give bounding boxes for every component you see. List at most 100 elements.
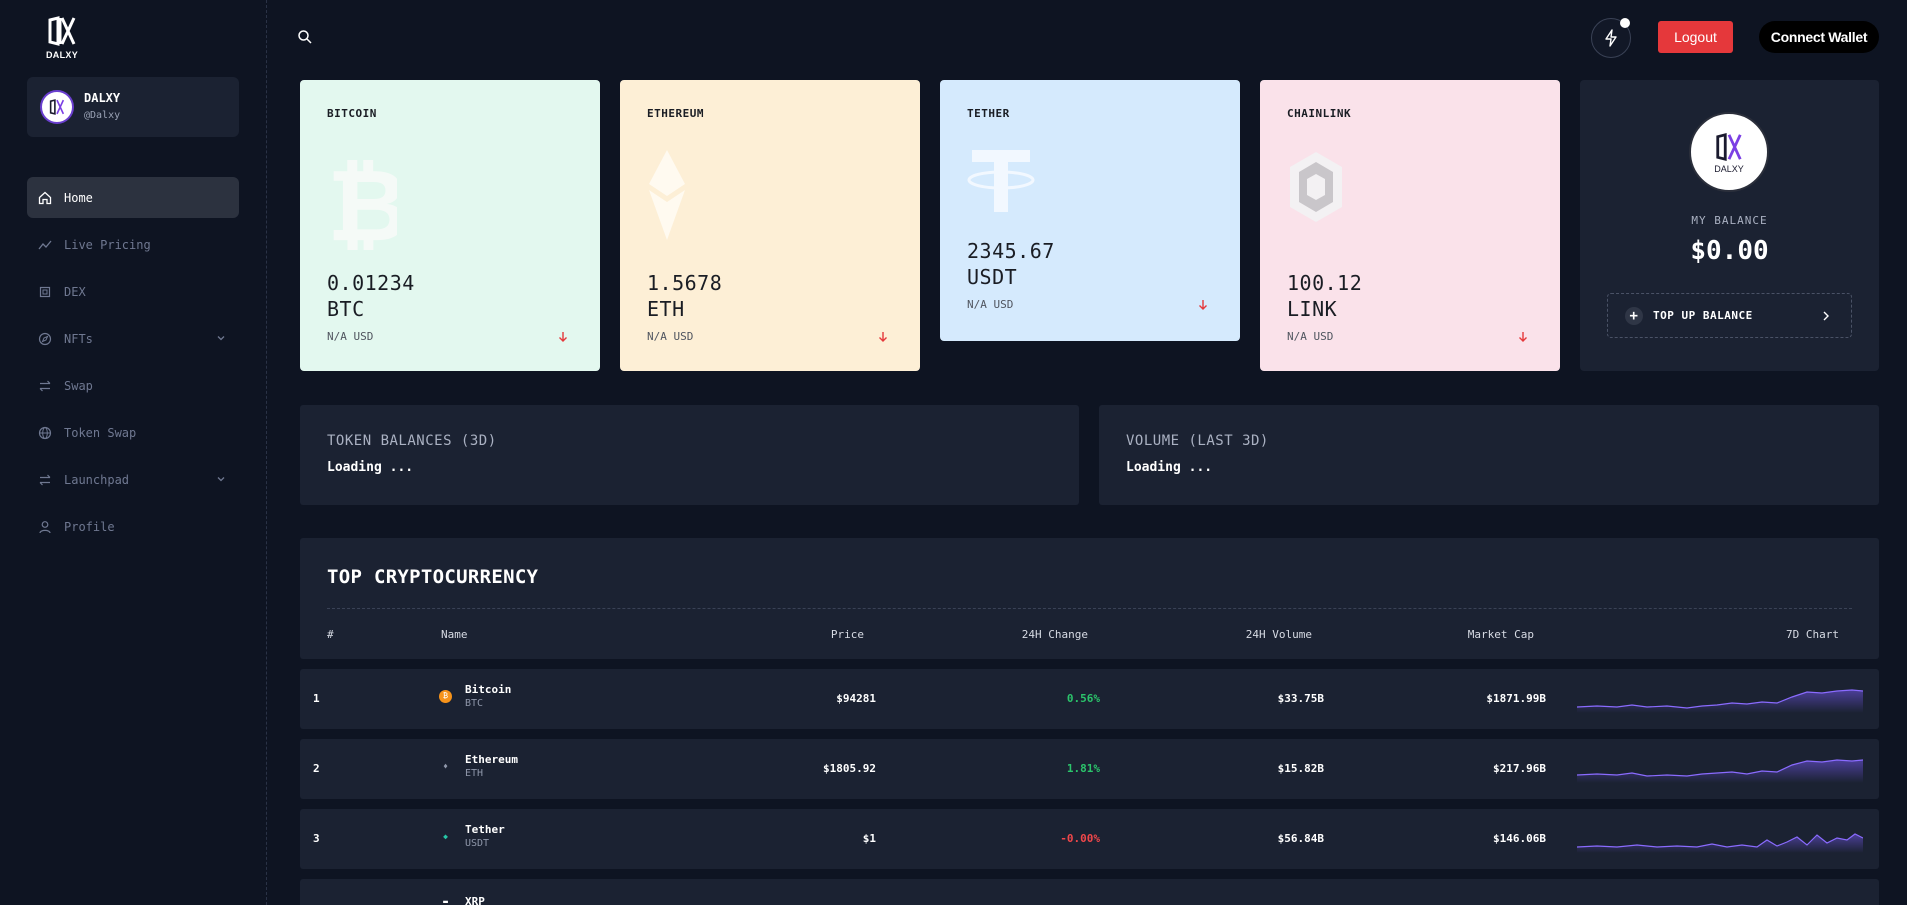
coin-cell: ◆ Tether USDT — [439, 823, 505, 849]
coin-name: CHAINLINK — [1287, 107, 1352, 120]
coin-name: TETHER — [967, 107, 1010, 120]
coin-card-ethereum[interactable]: ETHEREUM 1.5678 ETH N/A USD — [620, 80, 920, 371]
sidebar-item-profile[interactable]: Profile — [27, 506, 239, 547]
sidebar-item-dex[interactable]: DEX — [27, 271, 239, 312]
table-row[interactable]: 3 ◆ Tether USDT $1 -0.00% $56.84B $146.06… — [300, 809, 1879, 869]
sidebar-item-launchpad[interactable]: Launchpad — [27, 459, 239, 500]
coin-amount: 0.01234 — [327, 271, 415, 295]
coin-symbol: BTC — [327, 297, 365, 321]
brand-logo-text: DALXY — [46, 50, 79, 60]
table-row[interactable]: 2 ♦ Ethereum ETH $1805.92 1.81% $15.82B $… — [300, 739, 1879, 799]
arrow-down-icon — [1199, 300, 1207, 310]
lightning-icon — [1605, 29, 1617, 47]
tether-icon: ◆ — [443, 831, 448, 841]
coin-symbol: USDT — [465, 838, 490, 849]
brand-logo[interactable]: DALXY — [46, 14, 78, 60]
svg-text:₿: ₿ — [327, 150, 397, 250]
balance-label: MY BALANCE — [1691, 214, 1768, 227]
arrow-down-icon — [559, 332, 567, 342]
column-header-price[interactable]: Price — [830, 628, 864, 641]
tether-icon — [967, 150, 1035, 218]
sidebar: DALXY DALXY @Dalxy Home Live Pricing — [0, 0, 267, 905]
logout-button[interactable]: Logout — [1658, 21, 1733, 53]
coin-usd-value: N/A USD — [647, 330, 694, 343]
column-header-name[interactable]: Name — [441, 628, 468, 641]
chevron-down-icon[interactable] — [215, 473, 227, 485]
globe-icon — [38, 426, 52, 440]
coin-amount: 100.12 — [1287, 271, 1363, 295]
table-row[interactable]: 1 ₿ Bitcoin BTC $94281 0.56% $33.75B $187… — [300, 669, 1879, 729]
profile-handle: @Dalxy — [84, 110, 121, 121]
table-row[interactable]: ▬ XRP — [300, 879, 1879, 905]
change-cell: -0.00% — [1060, 832, 1100, 845]
sidebar-nav: Home Live Pricing DEX NFTs — [27, 177, 239, 553]
coin-name: BITCOIN — [327, 107, 377, 120]
coin-cell: ♦ Ethereum ETH — [439, 753, 518, 779]
price-cell: $1805.92 — [823, 762, 876, 775]
sidebar-item-live-pricing[interactable]: Live Pricing — [27, 224, 239, 265]
chevron-down-icon[interactable] — [215, 332, 227, 344]
column-header-change[interactable]: 24H Change — [1021, 628, 1088, 641]
swap-arrows-icon — [38, 379, 52, 393]
swap-arrows-icon — [38, 473, 52, 487]
sidebar-item-label: Live Pricing — [64, 237, 151, 252]
panel-title: VOLUME (LAST 3D) — [1126, 433, 1269, 449]
price-cell: $1 — [862, 832, 876, 845]
panel-title: TOKEN BALANCES (3D) — [327, 433, 497, 449]
coin-name: XRP — [465, 895, 485, 905]
sidebar-item-swap[interactable]: Swap — [27, 365, 239, 406]
sidebar-item-label: Launchpad — [64, 472, 130, 487]
top-up-balance-button[interactable]: + TOP UP BALANCE — [1607, 293, 1852, 338]
coin-usd-value: N/A USD — [327, 330, 374, 343]
balance-amount: $0.00 — [1690, 236, 1769, 266]
sidebar-item-home[interactable]: Home — [27, 177, 239, 218]
coin-card-tether[interactable]: TETHER 2345.67 USDT N/A USD — [940, 80, 1240, 341]
change-cell: 0.56% — [1066, 692, 1100, 705]
rank-cell: 1 — [313, 692, 320, 705]
sidebar-item-nfts[interactable]: NFTs — [27, 318, 239, 359]
search-icon[interactable] — [297, 29, 313, 45]
rank-cell: 3 — [313, 832, 320, 845]
coin-usd-value: N/A USD — [967, 298, 1014, 311]
coin-symbol: USDT — [967, 265, 1018, 289]
coin-name: ETHEREUM — [647, 107, 704, 120]
arrow-down-icon — [879, 332, 887, 342]
profile-card[interactable]: DALXY @Dalxy — [27, 77, 239, 137]
ethereum-icon: ♦ — [443, 761, 448, 771]
bitcoin-icon: ₿ — [327, 147, 409, 264]
volume-cell: $33.75B — [1277, 692, 1324, 705]
coin-card-chainlink[interactable]: CHAINLINK 100.12 LINK N/A USD — [1260, 80, 1560, 371]
chart-line-icon — [38, 238, 52, 252]
chainlink-icon — [1287, 150, 1345, 228]
chevron-right-icon — [1823, 311, 1829, 321]
sidebar-item-label: Home — [64, 190, 93, 205]
coin-amount: 1.5678 — [647, 271, 723, 295]
sparkline-chart — [1577, 833, 1863, 853]
column-header-volume[interactable]: 24H Volume — [1245, 628, 1312, 641]
connect-wallet-button[interactable]: Connect Wallet — [1759, 21, 1879, 53]
coin-usd-value: N/A USD — [1287, 330, 1334, 343]
column-header-market-cap[interactable]: Market Cap — [1467, 628, 1534, 641]
sidebar-item-label: NFTs — [64, 331, 93, 346]
sidebar-item-token-swap[interactable]: Token Swap — [27, 412, 239, 453]
xrp-icon: ▬ — [443, 897, 448, 905]
ethereum-icon — [647, 148, 687, 246]
table-title: TOP CRYPTOCURRENCY — [327, 566, 539, 588]
balance-logo: DALXY — [1689, 112, 1769, 192]
coin-symbol: LINK — [1287, 297, 1338, 321]
sidebar-item-label: Swap — [64, 378, 93, 393]
volume-panel: VOLUME (LAST 3D) Loading ... — [1099, 405, 1879, 505]
column-header-rank[interactable]: # — [327, 628, 334, 641]
sidebar-item-label: Profile — [64, 519, 115, 534]
top-up-label: TOP UP BALANCE — [1653, 309, 1753, 322]
volume-cell: $15.82B — [1277, 762, 1324, 775]
arrow-down-icon — [1519, 332, 1527, 342]
compass-icon — [38, 332, 52, 346]
coin-name: Bitcoin — [465, 683, 512, 696]
loading-text: Loading ... — [1126, 460, 1213, 475]
coin-cell: ▬ XRP — [439, 895, 485, 905]
sidebar-item-label: DEX — [64, 284, 86, 299]
coin-card-bitcoin[interactable]: BITCOIN ₿ 0.01234 BTC N/A USD — [300, 80, 600, 371]
column-header-7d-chart[interactable]: 7D Chart — [1786, 628, 1839, 641]
price-cell: $94281 — [836, 692, 876, 705]
